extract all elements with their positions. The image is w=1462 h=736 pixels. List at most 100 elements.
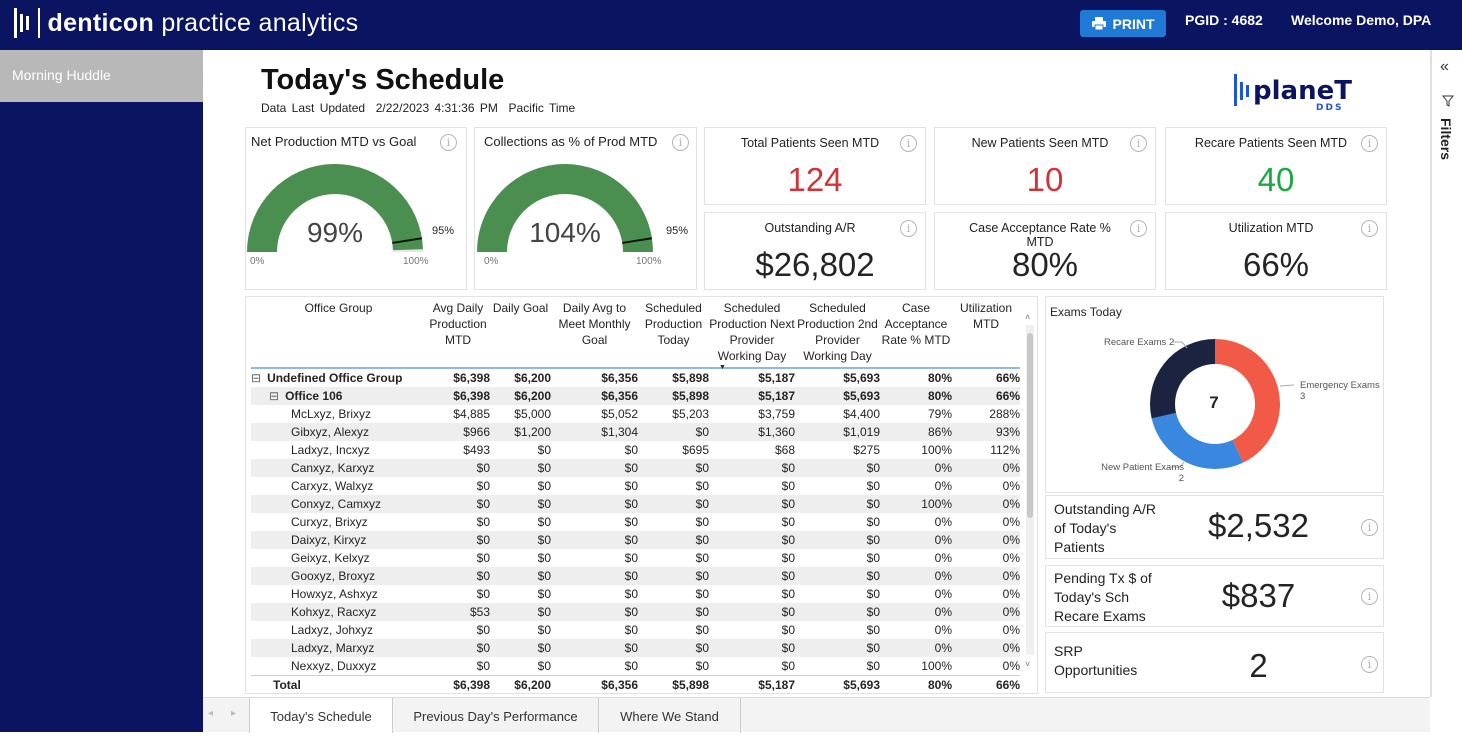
tab-todays-schedule[interactable]: Today's Schedule <box>249 698 393 733</box>
gauge-max-label: 100% <box>403 256 429 267</box>
table-cell: 66% <box>995 371 1020 385</box>
info-icon[interactable]: i <box>1361 519 1378 536</box>
table-cell: $0 <box>537 659 551 673</box>
table-scrollbar[interactable] <box>1026 325 1034 655</box>
table-cell: 0% <box>934 461 952 475</box>
table-cell: $0 <box>624 623 638 637</box>
print-button[interactable]: PRINT <box>1080 10 1166 37</box>
sort-desc-icon[interactable]: ▼ <box>719 364 726 371</box>
table-cell: $1,304 <box>601 425 638 439</box>
info-icon[interactable]: i <box>672 134 689 151</box>
table-cell: $0 <box>537 461 551 475</box>
filters-pane[interactable]: « Filters <box>1430 50 1462 697</box>
column-header[interactable]: Scheduled Production 2nd Provider Workin… <box>797 301 878 363</box>
info-icon[interactable]: i <box>1361 656 1378 673</box>
table-cell: $1,360 <box>758 425 795 439</box>
table-row: Daixyz, Kirxyz $0 $0 $0 $0 $0 $0 0% 0% <box>251 531 1020 549</box>
slice-label: Recare Exams <box>1104 337 1167 348</box>
row-label: Kohxyz, Racxyz <box>291 605 377 619</box>
table-cell: $5,052 <box>601 407 638 421</box>
table-total-row: Total $6,398 $6,200 $6,356 $5,898 $5,187 $5,69… <box>251 675 1020 693</box>
leader-line <box>1173 341 1188 349</box>
table-cell: $1,019 <box>843 425 880 439</box>
exams-title: Exams Today <box>1050 305 1122 319</box>
table-cell: $0 <box>781 623 795 637</box>
table-cell: 0% <box>1002 533 1020 547</box>
table-cell: $695 <box>682 443 709 457</box>
total-cell: $5,898 <box>672 678 709 692</box>
column-header[interactable]: Avg Daily Production MTD <box>429 301 487 347</box>
table-cell: $0 <box>624 641 638 655</box>
gauge-target-label: 95% <box>432 225 455 237</box>
sidebar-item-morning-huddle[interactable]: Morning Huddle <box>0 50 203 102</box>
new-patient-exams-label: New Patient Exams 2 <box>1086 462 1184 484</box>
info-icon[interactable]: i <box>1361 220 1378 237</box>
scrollbar-thumb[interactable] <box>1027 333 1033 518</box>
column-header[interactable]: Office Group <box>304 301 373 315</box>
info-icon[interactable]: i <box>1361 588 1378 605</box>
table-cell: $0 <box>537 641 551 655</box>
table-cell: $0 <box>695 551 709 565</box>
table-row: ⊟ Undefined Office Group $6,398 $6,200 $6,35… <box>251 369 1020 387</box>
table-body: ⊟ Undefined Office Group $6,398 $6,200 $6,35… <box>246 369 1024 675</box>
filters-label[interactable]: Filters <box>1438 118 1454 161</box>
table-cell: 86% <box>927 425 952 439</box>
kpi-title: Recare Patients Seen MTD <box>1194 136 1348 150</box>
info-icon[interactable]: i <box>1130 220 1147 237</box>
table-cell: $0 <box>781 461 795 475</box>
table-cell: 0% <box>934 587 952 601</box>
row-header: Ladxyz, Marxyz <box>251 639 426 657</box>
column-header[interactable]: Scheduled Production Next Provider Worki… <box>709 301 795 363</box>
column-header[interactable]: Utilization MTD <box>959 301 1013 331</box>
info-icon[interactable]: i <box>900 220 917 237</box>
slice-label: New Patient Exams <box>1101 462 1184 473</box>
collapse-icon[interactable]: ⊟ <box>251 371 262 385</box>
row-label: Geixyz, Kelxyz <box>291 551 370 565</box>
column-header[interactable]: Case Acceptance Rate % MTD <box>881 301 951 347</box>
table-cell: 112% <box>990 443 1020 457</box>
side-kpi-pending-tx: Pending Tx $ of Today's Sch Recare Exams… <box>1045 565 1384 627</box>
table-cell: $0 <box>476 533 490 547</box>
filter-icon <box>1442 95 1454 107</box>
tab-where-we-stand[interactable]: Where We Stand <box>599 698 741 733</box>
info-icon[interactable]: i <box>900 135 917 152</box>
table-cell: 0% <box>1002 515 1020 529</box>
info-icon[interactable]: i <box>440 134 457 151</box>
info-icon[interactable]: i <box>1130 135 1147 152</box>
column-header[interactable]: Daily Goal <box>492 301 549 315</box>
info-icon[interactable]: i <box>1361 135 1378 152</box>
tab-scroll-left-icon[interactable]: ◂ <box>208 708 214 719</box>
kpi-card: New Patients Seen MTD i 10 <box>934 127 1156 205</box>
donut-slice[interactable] <box>1215 339 1280 463</box>
collapse-icon[interactable]: ⊟ <box>269 389 280 403</box>
kpi-title: Outstanding A/R <box>764 221 856 235</box>
table-cell: $5,000 <box>514 407 551 421</box>
table-cell: 0% <box>1002 479 1020 493</box>
gauge-min-label: 0% <box>250 256 265 267</box>
row-label: Ladxyz, Marxyz <box>291 641 375 655</box>
gauge-title: Net Production MTD vs Goal <box>251 134 417 149</box>
tab-previous-days-performance[interactable]: Previous Day's Performance <box>393 698 599 733</box>
table-cell: $0 <box>624 551 638 565</box>
column-header[interactable]: Daily Avg to Meet Monthly Goal <box>558 301 631 347</box>
kpi-card: Total Patients Seen MTD i 124 <box>704 127 926 205</box>
table-cell: $0 <box>624 479 638 493</box>
table-cell: $0 <box>537 569 551 583</box>
column-header[interactable]: Scheduled Production Today <box>644 301 703 347</box>
table-cell: 80% <box>927 371 952 385</box>
donut-slice[interactable] <box>1151 412 1244 469</box>
table-cell: $0 <box>866 461 880 475</box>
row-header: Carxyz, Walxyz <box>251 477 426 495</box>
table-cell: 0% <box>934 623 952 637</box>
kpi-title: Case Acceptance Rate % MTD <box>969 221 1111 249</box>
scroll-down-icon[interactable]: ˅ <box>1025 659 1031 669</box>
total-cell: $6,356 <box>601 678 638 692</box>
table-cell: $0 <box>537 443 551 457</box>
scroll-up-icon[interactable]: ˄ <box>1025 312 1031 322</box>
collapse-chevron-icon[interactable]: « <box>1440 58 1449 75</box>
tab-scroll-right-icon[interactable]: ▸ <box>231 708 237 719</box>
row-label: Gibxyz, Alexyz <box>291 425 370 439</box>
table-cell: $53 <box>469 605 490 619</box>
donut-slice[interactable] <box>1150 339 1215 419</box>
gauge-fill <box>247 163 423 252</box>
